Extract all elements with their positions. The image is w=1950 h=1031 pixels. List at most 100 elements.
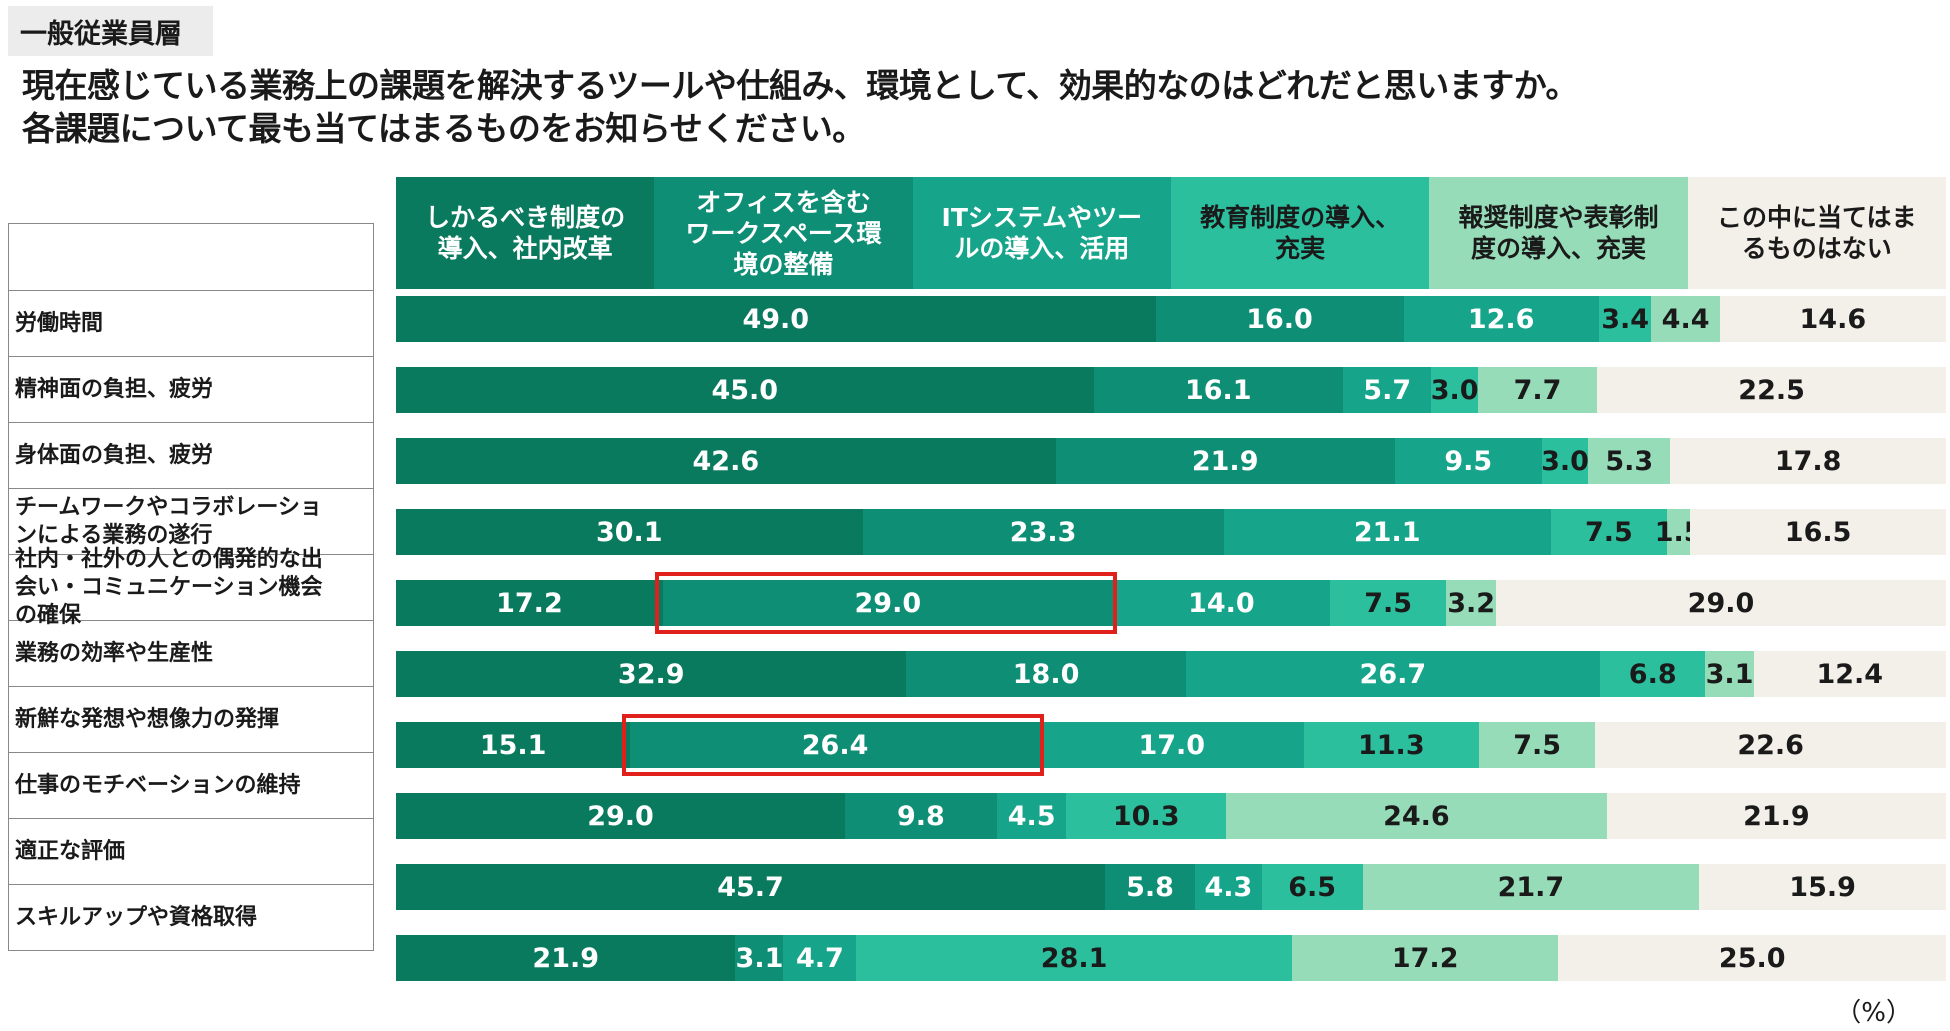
bar-segment: 4.4 (1651, 296, 1720, 342)
bar-segment: 17.8 (1670, 438, 1946, 484)
data-label: 25.0 (1718, 942, 1786, 974)
data-label: 49.0 (742, 303, 810, 335)
bar-segment: 6.5 (1261, 864, 1363, 910)
data-label: 7.5 (1584, 516, 1633, 548)
bar-segment: 3.2 (1446, 580, 1496, 626)
data-label: 26.4 (801, 729, 869, 761)
bar-segment: 26.7 (1185, 651, 1600, 697)
legend-item: ITシステムやツー ルの導入、活用 (912, 177, 1171, 289)
data-label: 29.0 (587, 800, 654, 832)
data-label: 28.1 (1040, 942, 1108, 974)
data-label: 22.5 (1738, 374, 1805, 406)
segment-tag: 一般従業員層 (8, 6, 213, 56)
bar-segment: 22.5 (1597, 367, 1946, 413)
bar-segment: 3.0 (1431, 367, 1479, 413)
data-label: 12.6 (1467, 303, 1535, 335)
data-label: 4.5 (1007, 800, 1056, 832)
category-label-line: の確保 (15, 602, 82, 628)
data-label: 5.8 (1126, 871, 1174, 903)
legend-label-line: しかるべき制度の (425, 203, 626, 232)
data-label: 21.7 (1497, 871, 1565, 903)
bar-segment: 16.1 (1093, 367, 1344, 413)
category-label-line: チームワークやコラボレーショ (15, 494, 322, 520)
data-label: 32.9 (617, 658, 685, 690)
data-label: 4.3 (1204, 871, 1253, 903)
data-label: 16.5 (1784, 516, 1852, 548)
bar-segment: 17.2 (1291, 935, 1559, 981)
bar-segment: 15.1 (396, 722, 631, 768)
legend-item: 教育制度の導入、 充実 (1170, 177, 1430, 289)
bar-segment: 18.0 (906, 651, 1186, 697)
bar-segment: 45.7 (396, 864, 1106, 910)
bar-segment: 9.5 (1394, 438, 1542, 484)
legend-label-line: この中に当てはま (1717, 203, 1917, 232)
category-label: 社内・社外の人との偶発的な出 会い・コミュニケーション機会 の確保 (9, 547, 373, 628)
data-label: 21.9 (1743, 800, 1810, 832)
data-label: 3.0 (1541, 445, 1589, 477)
bar-row: 29.0 9.8 4.5 10.3 24.6 21.9 (396, 793, 1946, 839)
legend-label: 教育制度の導入、 充実 (1200, 202, 1400, 264)
data-label: 5.3 (1605, 445, 1654, 477)
data-label: 45.0 (711, 374, 779, 406)
legend: しかるべき制度の 導入、社内改革 オフィスを含む ワークスペース環 境の整備 ITシステム… (396, 177, 1946, 289)
data-label: 21.9 (532, 942, 600, 974)
bar-segment: 12.6 (1403, 296, 1599, 342)
data-label: 12.4 (1816, 658, 1884, 690)
data-label: 15.9 (1789, 871, 1856, 903)
legend-label-line: ワークスペース環 (685, 218, 882, 248)
category-label-line: 労働時間 (15, 310, 104, 336)
legend-label-line: 充実 (1275, 234, 1326, 263)
category-label-line: 仕事のモチベーションの維持 (15, 772, 301, 798)
bar-segment: 29.0 (1496, 580, 1946, 626)
bar-segment: 5.8 (1105, 864, 1196, 910)
data-label: 11.3 (1357, 729, 1425, 761)
bar-segment: 7.7 (1477, 367, 1598, 413)
legend-label-line: 境の整備 (733, 249, 834, 279)
category-label: 業務の効率や生産性 (9, 620, 373, 686)
data-label: 17.0 (1138, 729, 1206, 761)
legend-label-line: 度の導入、充実 (1470, 234, 1646, 263)
bar-segment: 3.0 (1541, 438, 1589, 484)
bar-segment: 24.6 (1225, 793, 1607, 839)
category-label: 身体面の負担、疲労 (9, 422, 373, 488)
bar-segment: 21.9 (1606, 793, 1946, 839)
bar-segment: 23.3 (862, 509, 1224, 555)
category-label-line: 会い・コミュニケーション機会 (15, 574, 323, 600)
legend-item: オフィスを含む ワークスペース環 境の整備 (654, 177, 913, 289)
data-label: 14.6 (1799, 303, 1867, 335)
category-label: チームワークやコラボレーショ ンによる業務の遂行 (9, 488, 373, 554)
category-label-table: 労働時間 精神面の負担、疲労 身体面の負担、疲労 チームワークやコラボレーショ ンによる… (8, 223, 374, 951)
category-label-line: 適正な評価 (15, 838, 126, 864)
data-label: 30.1 (595, 516, 663, 548)
bar-segment: 9.8 (845, 793, 997, 839)
category-label: 労働時間 (9, 290, 373, 356)
data-label: 4.4 (1661, 303, 1710, 335)
data-label: 45.7 (717, 871, 784, 903)
data-label: 22.6 (1737, 729, 1804, 761)
data-label: 29.0 (854, 587, 922, 619)
category-label-line: ンによる業務の遂行 (15, 522, 213, 548)
bar-segment: 29.0 (396, 793, 846, 839)
data-label: 6.5 (1288, 871, 1337, 903)
data-label: 21.1 (1353, 516, 1421, 548)
bar-segment: 17.2 (396, 580, 663, 626)
bar-segment: 3.1 (1705, 651, 1754, 697)
bar-segment: 4.5 (996, 793, 1067, 839)
legend-label: ITシステムやツー ルの導入、活用 (942, 202, 1143, 264)
bar-segment: 1.5 (1655, 509, 1703, 555)
category-label: 仕事のモチベーションの維持 (9, 752, 373, 818)
question-line-2: 各課題について最も当てはまるものをお知らせください。 (22, 109, 865, 148)
bar-segment: 16.5 (1690, 509, 1946, 555)
data-label: 26.7 (1359, 658, 1427, 690)
data-label: 17.2 (496, 587, 563, 619)
data-label: 9.8 (896, 800, 945, 832)
legend-label-line: ITシステムやツー (941, 203, 1143, 232)
bar-segment: 21.1 (1223, 509, 1551, 555)
category-label-line: 新鮮な発想や想像力の発揮 (15, 706, 280, 732)
data-label: 29.0 (1687, 587, 1755, 619)
bar-row: 30.1 23.3 21.1 7.5 1.5 16.5 (396, 509, 1946, 555)
bar-segment: 5.3 (1588, 438, 1671, 484)
category-label-line: スキルアップや資格取得 (15, 904, 258, 930)
data-label: 16.1 (1184, 374, 1252, 406)
bar-segment: 30.1 (396, 509, 863, 555)
